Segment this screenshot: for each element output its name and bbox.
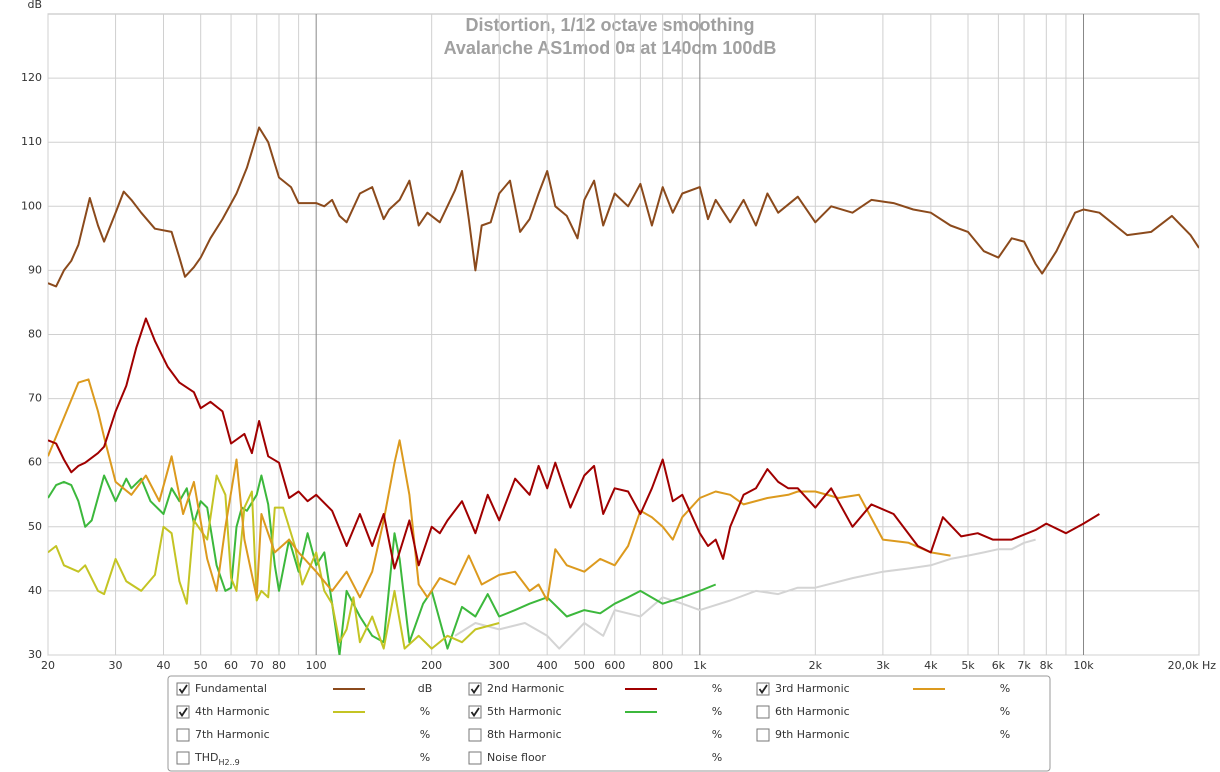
legend-checkmark xyxy=(178,707,188,718)
legend-unit: dB xyxy=(418,682,433,695)
plot xyxy=(48,126,1199,655)
legend-label-main: THD xyxy=(194,751,218,764)
legend-checkbox xyxy=(756,705,770,719)
legend-label: THDH2..9 xyxy=(194,751,240,767)
x-tick-label: 6k xyxy=(992,659,1006,672)
legend-checkbox xyxy=(756,682,770,696)
y-tick-label: 50 xyxy=(28,520,42,533)
chart-title: Distortion, 1/12 octave smoothing xyxy=(465,15,754,35)
x-tick-label: 50 xyxy=(194,659,208,672)
x-tick-label: 20 xyxy=(41,659,55,672)
series-line xyxy=(48,474,717,655)
legend-unit: % xyxy=(1000,705,1010,718)
y-tick-label: 80 xyxy=(28,328,42,341)
y-tick-label: 120 xyxy=(21,71,42,84)
legend-label: Noise floor xyxy=(487,751,546,764)
legend-checkbox xyxy=(468,751,482,765)
y-tick-label: 70 xyxy=(28,392,42,405)
x-tick-label: 400 xyxy=(537,659,558,672)
legend-checkmark xyxy=(758,684,768,695)
legend-checkmark xyxy=(178,684,188,695)
x-tick-label: 60 xyxy=(224,659,238,672)
y-axis-label: dB xyxy=(27,0,42,11)
x-tick-label: 300 xyxy=(489,659,510,672)
y-tick-label: 100 xyxy=(21,199,42,212)
grey-trace xyxy=(454,538,1036,650)
legend-label: 9th Harmonic xyxy=(775,728,850,741)
legend-unit: % xyxy=(420,728,430,741)
y-tick-label: 40 xyxy=(28,584,42,597)
legend-label: 3rd Harmonic xyxy=(775,682,850,695)
series-line xyxy=(48,126,1199,288)
legend-checkbox xyxy=(176,705,190,719)
legend-unit: % xyxy=(1000,728,1010,741)
x-tick-label: 600 xyxy=(604,659,625,672)
x-tick-label: 80 xyxy=(272,659,286,672)
legend-box xyxy=(167,675,1051,772)
y-tick-label: 90 xyxy=(28,263,42,276)
x-tick-label: 40 xyxy=(156,659,170,672)
legend-unit: % xyxy=(420,705,430,718)
x-tick-label: 70 xyxy=(250,659,264,672)
legend-unit: % xyxy=(712,751,722,764)
x-tick-label: 100 xyxy=(306,659,327,672)
x-tick-label: 3k xyxy=(876,659,890,672)
x-tick-label: 10k xyxy=(1073,659,1094,672)
legend-label: 8th Harmonic xyxy=(487,728,562,741)
legend-label: 7th Harmonic xyxy=(195,728,270,741)
x-tick-label: 1k xyxy=(693,659,707,672)
legend-label: 5th Harmonic xyxy=(487,705,562,718)
x-tick-label: 20,0k Hz xyxy=(1168,659,1217,672)
x-tick-label: 200 xyxy=(421,659,442,672)
legend-checkbox xyxy=(176,728,190,742)
legend-label: 4th Harmonic xyxy=(195,705,270,718)
legend-unit: % xyxy=(712,682,722,695)
x-tick-label: 500 xyxy=(574,659,595,672)
legend-checkbox xyxy=(756,728,770,742)
legend-label: Fundamental xyxy=(195,682,267,695)
y-tick-label: 60 xyxy=(28,456,42,469)
legend-unit: % xyxy=(712,728,722,741)
legend-checkbox xyxy=(176,682,190,696)
x-tick-label: 8k xyxy=(1040,659,1054,672)
x-tick-label: 5k xyxy=(961,659,975,672)
legend-unit: % xyxy=(712,705,722,718)
series-line xyxy=(48,474,500,650)
x-tick-label: 2k xyxy=(809,659,823,672)
legend-checkmark xyxy=(470,707,480,718)
series-line xyxy=(48,378,951,602)
legend-checkbox xyxy=(468,728,482,742)
legend-label-sub: H2..9 xyxy=(218,758,239,767)
y-tick-label: 30 xyxy=(28,648,42,661)
legend-label: 2nd Harmonic xyxy=(487,682,564,695)
legend-checkbox xyxy=(468,682,482,696)
legend-label: 6th Harmonic xyxy=(775,705,850,718)
legend-unit: % xyxy=(420,751,430,764)
x-tick-label: 30 xyxy=(109,659,123,672)
grid xyxy=(47,14,1200,656)
x-tick-label: 4k xyxy=(924,659,938,672)
chart-subtitle: Avalanche AS1mod 0¤ at 140cm 100dB xyxy=(444,38,777,58)
x-tick-label: 800 xyxy=(652,659,673,672)
series-line xyxy=(48,317,1100,570)
legend-checkbox xyxy=(468,705,482,719)
legend-checkbox xyxy=(176,751,190,765)
y-tick-label: 110 xyxy=(21,135,42,148)
x-tick-label: 7k xyxy=(1017,659,1031,672)
legend-unit: % xyxy=(1000,682,1010,695)
legend-checkmark xyxy=(470,684,480,695)
